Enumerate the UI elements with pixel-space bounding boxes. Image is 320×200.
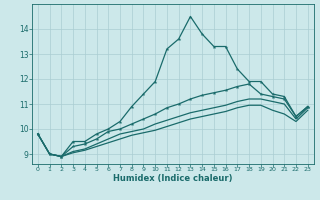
X-axis label: Humidex (Indice chaleur): Humidex (Indice chaleur) (113, 174, 233, 183)
